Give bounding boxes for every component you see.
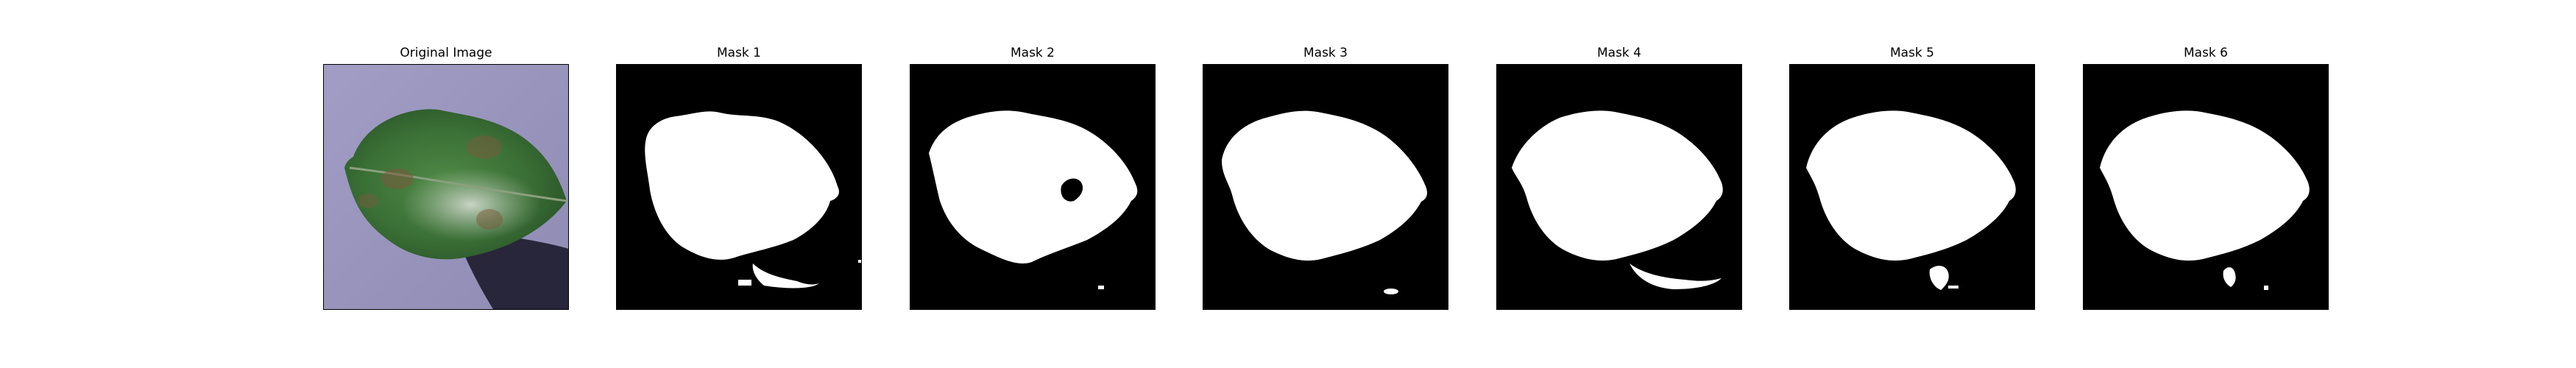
panel-title: Original Image (400, 46, 492, 60)
mask-fragment (2264, 286, 2268, 290)
mask-region (1222, 110, 1427, 261)
mask-image (1496, 64, 1742, 310)
mask-fragment (858, 260, 861, 263)
mask-region (1806, 110, 2016, 261)
disease-spot (467, 135, 502, 159)
panel-mask-1: Mask 1 (616, 0, 862, 368)
mask-fragment (752, 263, 819, 289)
mask-hole (1061, 178, 1083, 202)
leaf-midrib (349, 166, 567, 202)
mask-region (929, 110, 1138, 263)
mask-fragment (1384, 289, 1398, 294)
panel-mask-2: Mask 2 (910, 0, 1156, 368)
mask-fragment (1929, 266, 1949, 290)
panel-mask-6: Mask 6 (2083, 0, 2329, 368)
mask-region (2100, 110, 2310, 261)
panel-title: Mask 3 (1303, 46, 1348, 60)
mask-image (1789, 64, 2035, 310)
panel-title: Mask 6 (2183, 46, 2228, 60)
mask-image (616, 64, 862, 310)
mask-fragment (1098, 286, 1104, 289)
mask-image (2083, 64, 2329, 310)
mask-image (910, 64, 1156, 310)
disease-spot (381, 169, 414, 189)
mask-fragment (1948, 286, 1958, 289)
panel-title: Mask 1 (716, 46, 761, 60)
leaf-pale-patch (401, 168, 541, 241)
panel-mask-5: Mask 5 (1789, 0, 2035, 368)
panel-mask-4: Mask 4 (1496, 0, 1742, 368)
mask-region (1512, 110, 1723, 261)
mask-fragment (2223, 267, 2236, 287)
mask-fragment (738, 280, 751, 286)
panel-title: Mask 4 (1596, 46, 1641, 60)
original-leaf-photo (323, 64, 569, 310)
panel-original-image: Original Image (323, 0, 569, 368)
mask-region (645, 111, 839, 260)
panel-title: Mask 5 (1889, 46, 1934, 60)
mask-fragment (1630, 263, 1722, 289)
panel-mask-3: Mask 3 (1203, 0, 1448, 368)
panel-title: Mask 2 (1010, 46, 1055, 60)
disease-spot (358, 194, 378, 208)
disease-spot (476, 209, 503, 230)
mask-image (1203, 64, 1448, 310)
